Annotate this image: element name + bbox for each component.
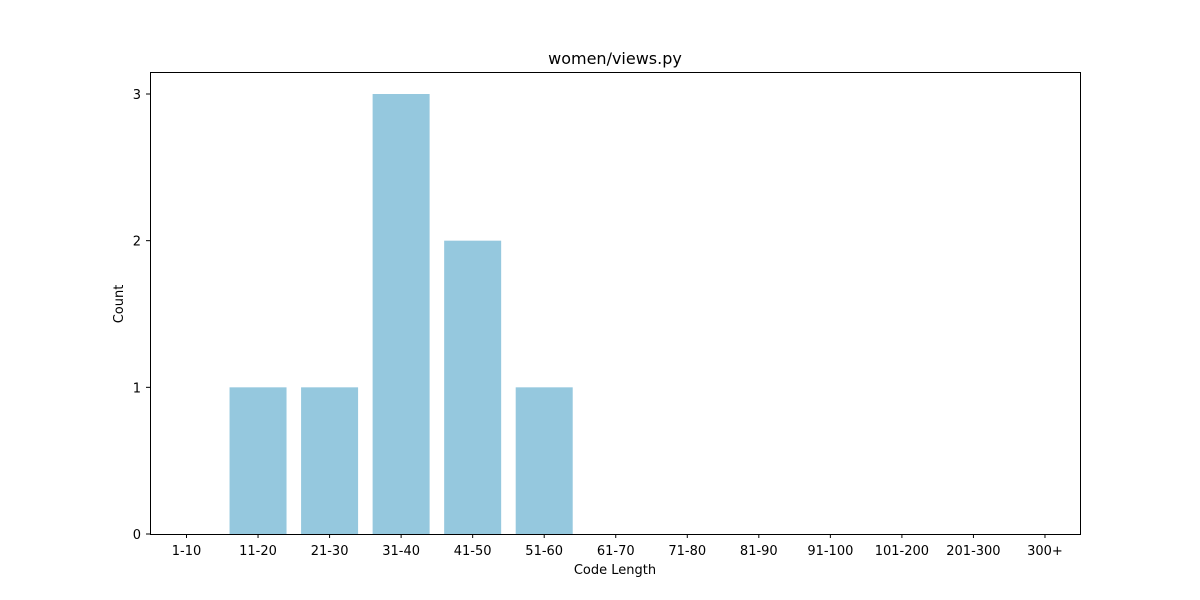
y-axis-label: Count bbox=[112, 285, 127, 324]
y-tick-label: 3 bbox=[133, 88, 141, 103]
x-tick-label: 31-40 bbox=[382, 544, 420, 559]
chart-title: women/views.py bbox=[548, 49, 682, 68]
y-tick-label: 0 bbox=[133, 528, 141, 543]
bar-11-20 bbox=[230, 387, 287, 534]
x-tick-label: 1-10 bbox=[172, 544, 202, 559]
x-tick-label: 91-100 bbox=[807, 544, 853, 559]
x-tick-label: 201-300 bbox=[946, 544, 1000, 559]
bar-21-30 bbox=[301, 387, 358, 534]
x-tick-label: 51-60 bbox=[525, 544, 563, 559]
x-tick-label: 81-90 bbox=[740, 544, 778, 559]
x-tick-label: 101-200 bbox=[875, 544, 929, 559]
x-tick-label: 71-80 bbox=[668, 544, 706, 559]
bar-41-50 bbox=[444, 241, 501, 534]
y-tick-label: 1 bbox=[133, 381, 141, 396]
x-tick-label: 300+ bbox=[1027, 544, 1063, 559]
bar-31-40 bbox=[373, 94, 430, 534]
x-tick-label: 61-70 bbox=[597, 544, 635, 559]
x-tick-label: 11-20 bbox=[239, 544, 277, 559]
x-axis-label: Code Length bbox=[574, 563, 656, 578]
bar-51-60 bbox=[516, 387, 573, 534]
x-tick-label: 21-30 bbox=[311, 544, 349, 559]
y-tick-label: 2 bbox=[133, 235, 141, 250]
x-tick-label: 41-50 bbox=[454, 544, 492, 559]
